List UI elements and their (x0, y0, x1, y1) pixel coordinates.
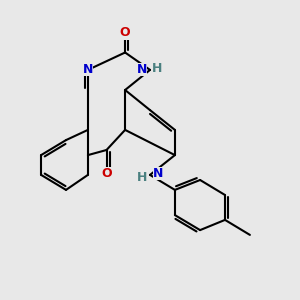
Text: O: O (120, 26, 130, 40)
Text: O: O (101, 167, 112, 180)
Text: N: N (83, 63, 93, 76)
Text: H: H (152, 62, 163, 75)
Text: H: H (137, 171, 148, 184)
Text: N: N (136, 63, 147, 76)
Text: N: N (153, 167, 164, 180)
